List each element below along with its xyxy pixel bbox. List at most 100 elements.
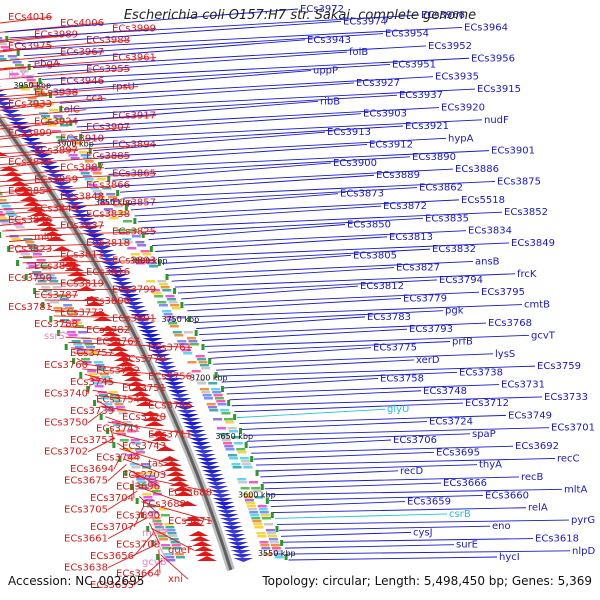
annotation-track-block [33,88,43,91]
annotation-track-block [12,61,22,64]
annotation-track-block [272,550,282,553]
forward-gene-arrow [123,376,144,381]
right-leader-line [100,144,368,163]
annotation-track-block [102,187,112,190]
right-leader-line [68,94,398,116]
reverse-gene-arrow [45,174,66,178]
right-leader-line [187,297,402,312]
left-gene-label: ECs3671 [168,516,212,527]
annotation-track-block [70,157,80,160]
left-gene-label: rpsU [112,82,135,93]
annotation-track-block [248,481,258,484]
right-gene-label: ECs3872 [383,201,427,212]
right-leader-line [284,544,455,549]
left-gene-label: ECs3757 [70,348,114,359]
annotation-track-block [214,397,224,400]
annotation-track-block [172,331,182,334]
right-gene-label: cysJ [413,527,433,538]
annotation-track-block [45,274,55,277]
annotation-track-block [19,70,29,73]
right-leader-line [76,107,440,128]
annotation-track-block [167,532,177,535]
left-gene-label: ECs3846 [8,215,52,226]
annotation-track-block [238,481,248,484]
left-leader-line [87,437,116,453]
annotation-track-block [165,295,175,298]
left-gene-label: queF [168,545,193,556]
left-leader-line [107,543,158,569]
right-leader-line [251,445,514,454]
forward-gene-arrow [26,206,47,211]
annotation-track-block [117,409,127,412]
left-leader-line [25,265,79,269]
annotation-track-block [64,307,74,310]
annotation-track-block [0,37,3,40]
annotation-track-block [244,499,254,502]
left-gene-label: ECs3702 [44,447,88,458]
annotation-track-block [100,202,110,205]
guide-dash [270,512,274,518]
annotation-track-block [155,529,165,532]
guide-dash [107,176,111,182]
right-gene-label: ECs3964 [464,22,508,33]
annotation-track-block [166,559,176,562]
annotation-track-block [253,523,263,526]
reverse-gene-arrow [82,230,103,234]
annotation-track-block [28,82,38,85]
left-leader-line [0,97,107,108]
left-gene-label: ECs3999 [112,24,156,35]
left-leader-line [0,184,131,194]
left-gene-label: ECs3899 [8,128,52,139]
left-gene-label: ECs3907 [86,122,130,133]
annotation-track-block [36,259,46,262]
annotation-track-block [197,382,207,385]
annotation-track-block [164,553,174,556]
left-gene-label: ECs3823 [8,244,52,255]
reverse-gene-arrow [226,538,247,542]
reverse-gene-arrow [209,490,230,494]
annotation-track-block [1,205,11,208]
annotation-track-block [98,199,108,202]
annotation-track-block [137,481,147,484]
annotation-track-block [154,295,164,298]
map-title: Escherichia coli O157:H7 str. Sakai, com… [123,8,477,23]
left-gene-label: ECs3690 [116,510,160,521]
left-gene-label: ECs3655 [90,580,134,591]
annotation-track-block [11,220,21,223]
kbp-scale-label: 3900 kbp [56,140,94,149]
annotation-track-block [203,397,213,400]
right-leader-line [151,230,467,247]
annotation-track-block [251,487,261,490]
annotation-track-block [99,394,109,397]
right-gene-label: ECs3937 [399,90,443,101]
annotation-track-block [38,112,48,115]
right-leader-line [137,205,382,223]
reverse-gene-arrow [215,506,236,510]
guide-dash [151,540,155,546]
reverse-gene-arrow [140,334,161,338]
right-gene-label: ECs3873 [340,189,384,200]
guide-dash [194,330,198,336]
right-leader-line [224,377,379,389]
left-gene-label: ECs3865 [112,168,156,179]
guide-dash [220,386,224,392]
right-leader-line [280,531,412,537]
reverse-gene-arrow [178,414,199,418]
left-leader-line [0,126,131,137]
reverse-gene-arrow [101,262,122,266]
forward-gene-arrow [108,346,129,351]
forward-gene-arrow [142,416,163,421]
forward-gene-arrow [149,431,170,436]
guide-dash [24,274,28,280]
reverse-gene-arrow [156,366,177,370]
guide-dash [99,414,103,420]
left-leader-line [15,248,53,253]
annotation-track-block [88,184,98,187]
reverse-gene-arrow [171,398,192,402]
right-gene-label: ECs3783 [367,312,411,323]
forward-gene-arrow [163,466,184,471]
right-leader-line [275,513,448,519]
left-gene-label: ECs3854 [8,186,52,197]
annotation-track-block [261,517,271,520]
right-gene-label: ECs3852 [504,207,548,218]
